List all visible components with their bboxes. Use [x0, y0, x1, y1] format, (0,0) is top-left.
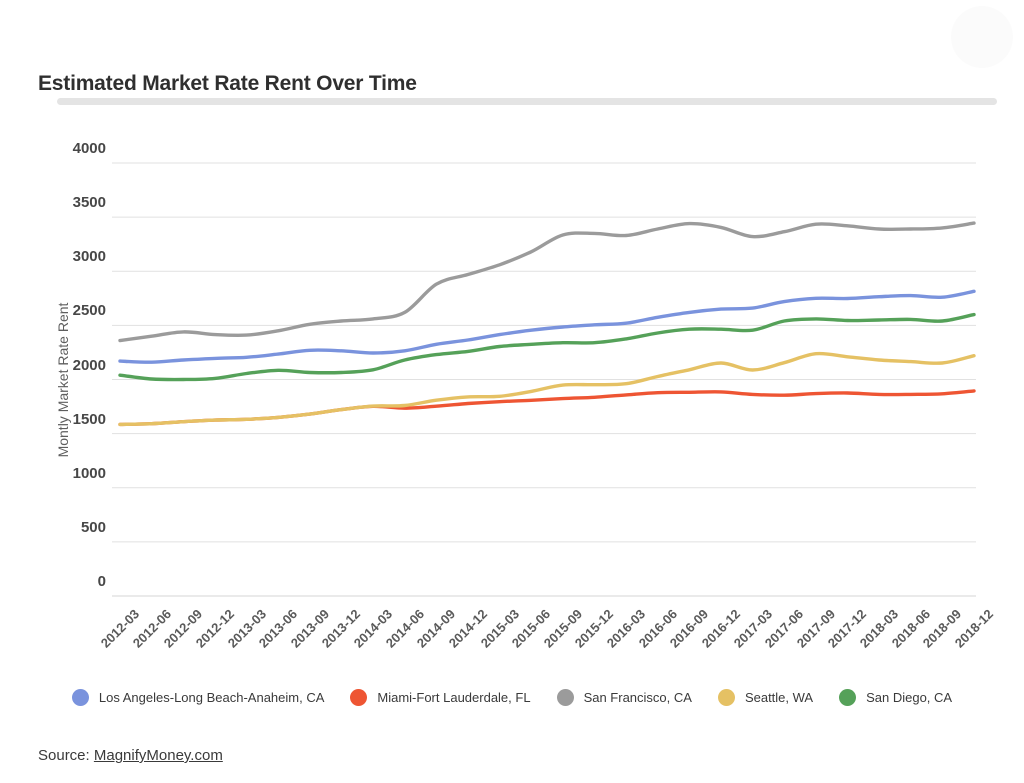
source-line: Source: MagnifyMoney.com [38, 747, 223, 764]
y-tick-label-0: 0 [97, 573, 106, 590]
legend-dot-icon [71, 689, 89, 706]
source-link[interactable]: MagnifyMoney.com [93, 747, 223, 764]
legend-item-seattle-wa: Seattle, WA [717, 689, 814, 706]
legend-item-san-diego-ca: San Diego, CA [839, 689, 952, 706]
series-line-los-angeles-long-beach-anaheim-ca [118, 289, 976, 364]
legend-dot-icon [350, 689, 368, 706]
legend-item-san-francisco-ca: San Francisco, CA [556, 689, 692, 706]
chart-legend: Los Angeles-Long Beach-Anaheim, CA Miami-… [0, 689, 1024, 706]
page-title: Estimated Market Rate Rent Over Time [38, 72, 417, 96]
legend-label: Miami-Fort Lauderdale, FL [377, 690, 531, 705]
title-divider [57, 98, 997, 105]
y-tick-label-3000: 3000 [72, 248, 106, 266]
legend-dot-icon [717, 689, 735, 706]
y-tick-label-1500: 1500 [72, 410, 106, 428]
y-tick-label-3500: 3500 [72, 194, 106, 212]
y-tick-label-2500: 2500 [72, 302, 106, 320]
watermark-circle [951, 6, 1013, 68]
legend-label: Seattle, WA [744, 690, 814, 705]
series-line-san-francisco-ca [118, 221, 976, 343]
y-tick-label-4000: 4000 [72, 140, 106, 157]
legend-dot-icon [556, 689, 574, 706]
legend-item-los-angeles-long-beach-anaheim-ca: Los Angeles-Long Beach-Anaheim, CA [71, 689, 325, 706]
y-tick-label-2000: 2000 [72, 356, 106, 374]
legend-label: Los Angeles-Long Beach-Anaheim, CA [98, 690, 325, 705]
legend-item-miami-fort-lauderdale-fl: Miami-Fort Lauderdale, FL [350, 689, 531, 706]
legend-label: San Francisco, CA [583, 690, 692, 705]
series-line-san-diego-ca [118, 312, 976, 382]
legend-label: San Diego, CA [866, 690, 953, 705]
series-line-seattle-wa [118, 351, 976, 427]
source-label: Source: [38, 747, 94, 764]
legend-dot-icon [839, 689, 857, 706]
y-tick-label-1000: 1000 [72, 464, 106, 482]
y-tick-label-500: 500 [80, 518, 106, 536]
